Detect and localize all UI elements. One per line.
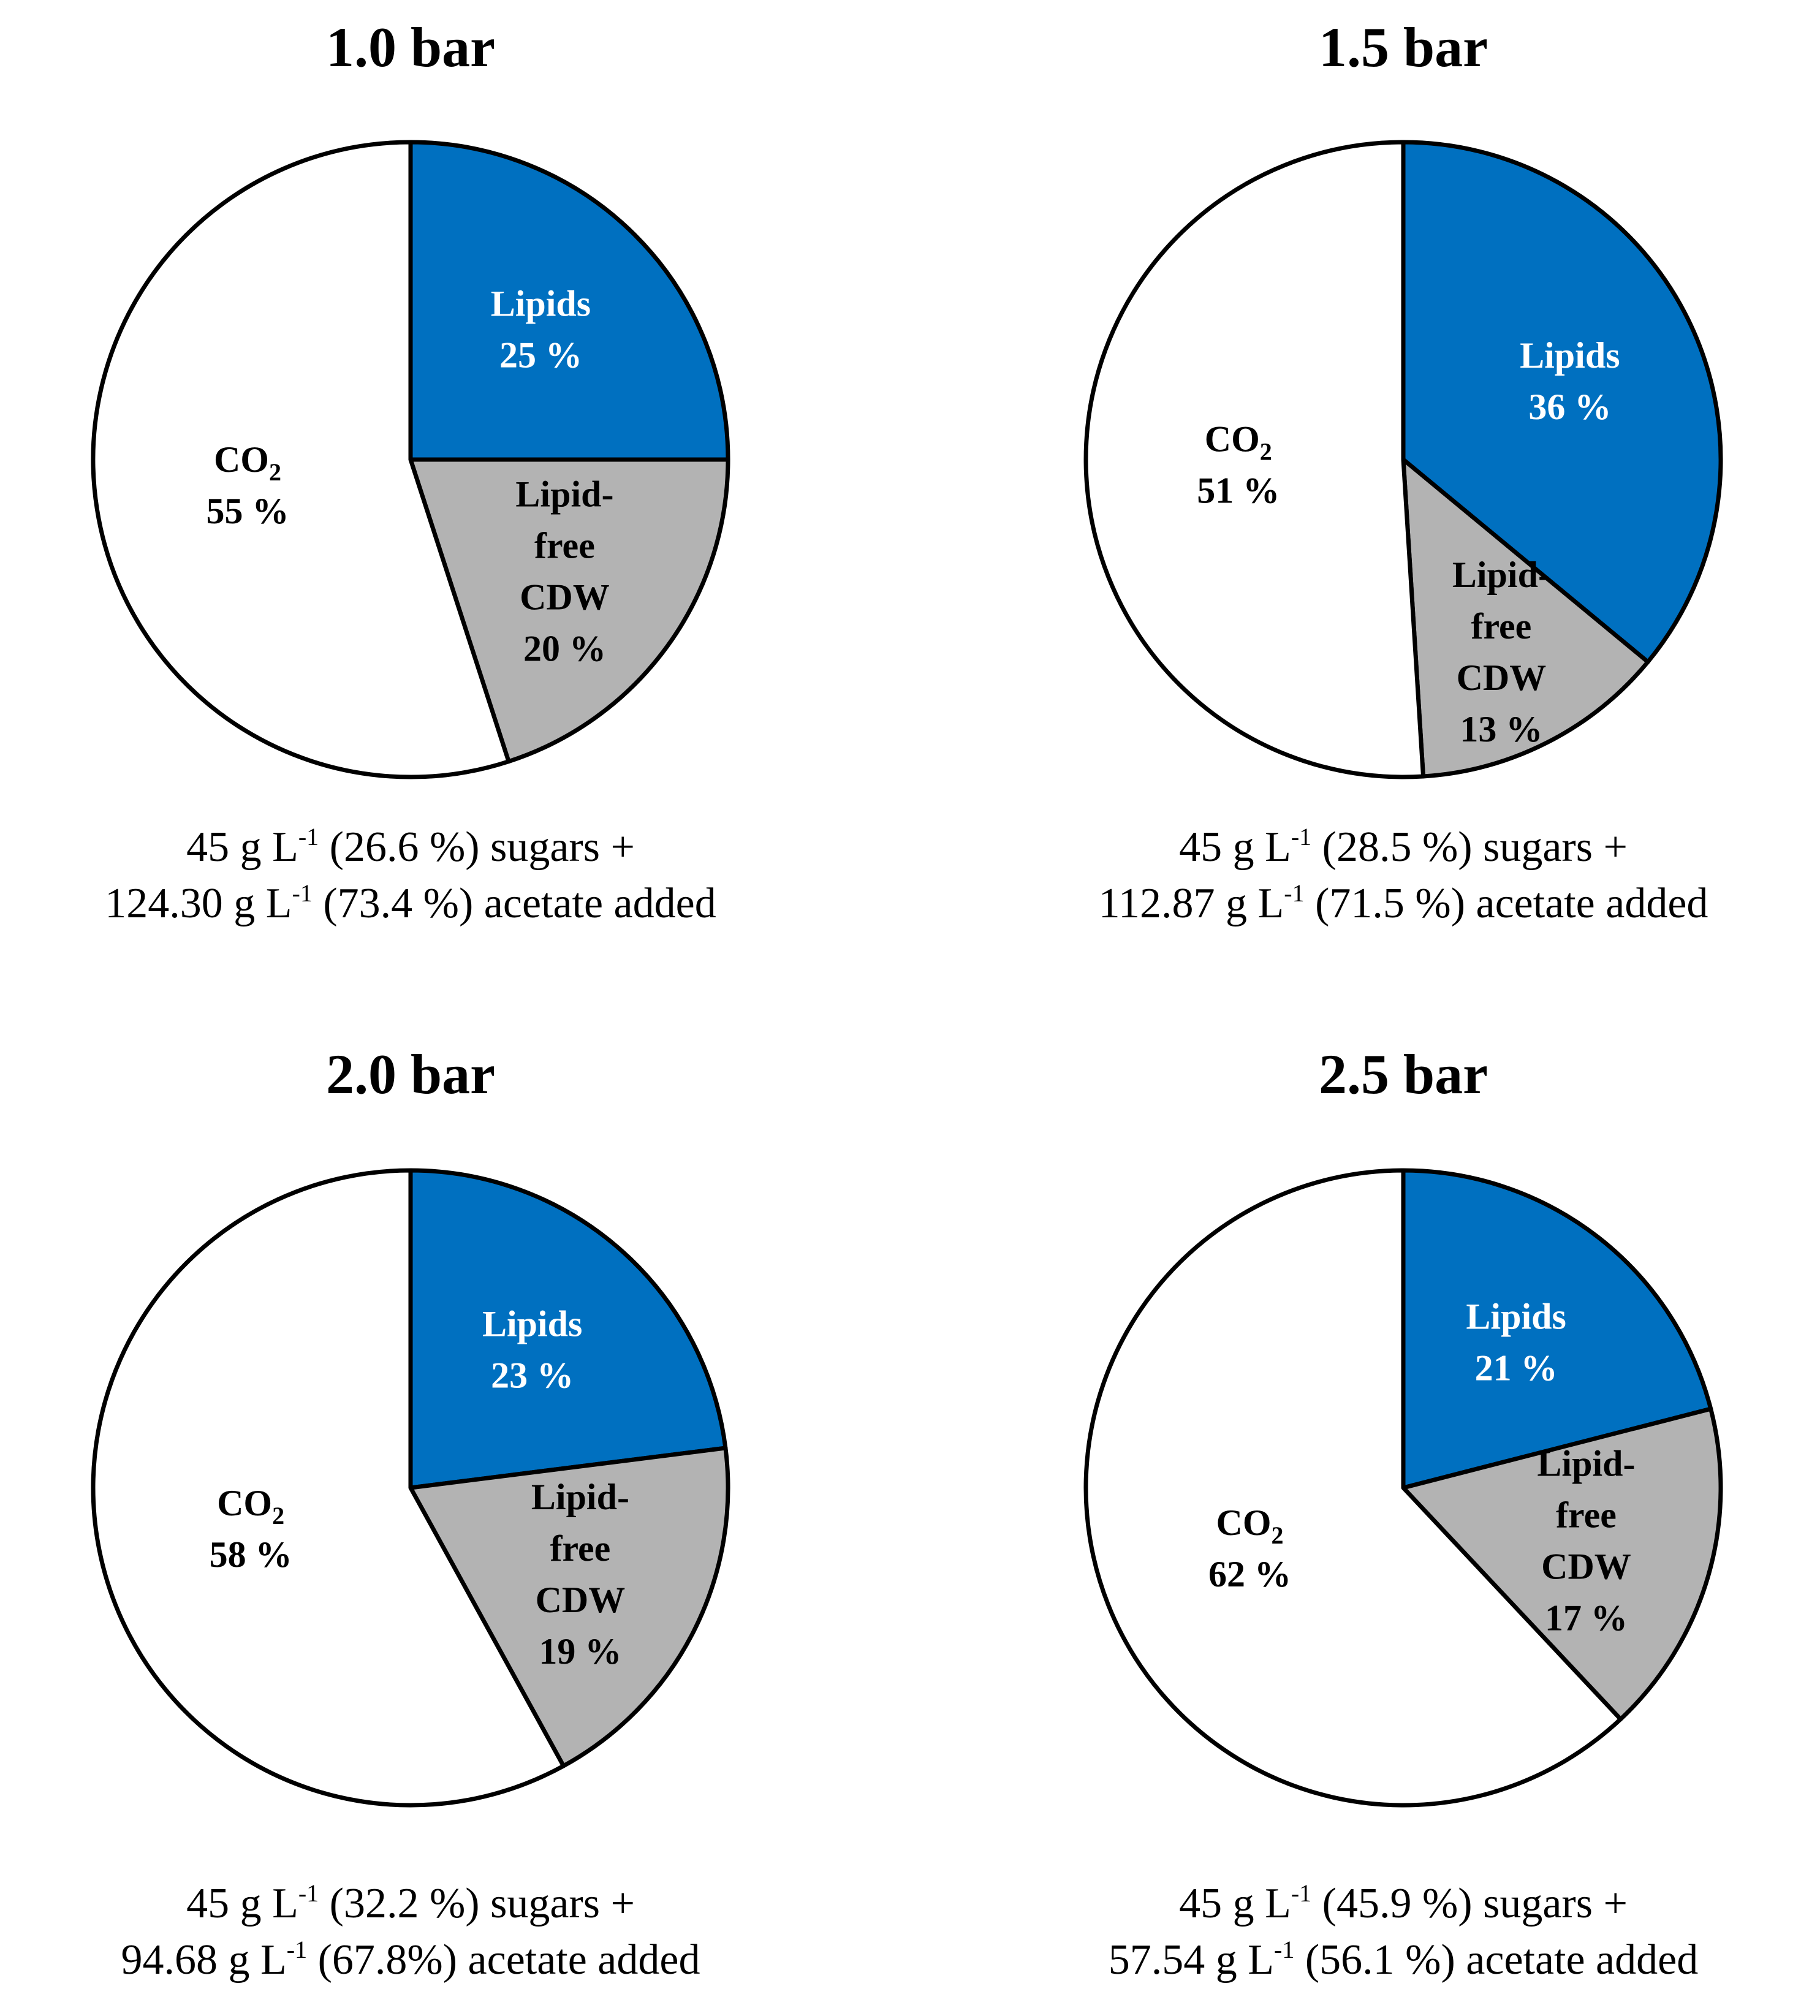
pie-slice-co2 — [91, 140, 511, 779]
pie-slice-lipids — [408, 1168, 728, 1490]
chart-caption-line-1: 45 g L-1 (32.2 %) sugars + — [186, 1879, 635, 1927]
chart-caption-line-2: 94.68 g L-1 (67.8%) acetate added — [121, 1936, 700, 1984]
slice-value-label: 23 % — [491, 1355, 574, 1396]
slice-value-label: 19 % — [539, 1631, 621, 1672]
pie-slice-lipids — [408, 140, 730, 462]
pie-slice-lipids — [1401, 1168, 1713, 1490]
slice-name: Lipid- — [531, 1477, 629, 1517]
slice-name: Lipids — [482, 1304, 582, 1344]
slice-name: CDW — [1541, 1547, 1631, 1587]
slice-name: Lipid- — [515, 474, 613, 515]
pie-panel: 1.0 bar Lipids 25 % Lipid-free CDW 20 % CO2 55 … — [91, 16, 730, 927]
slice-name: free — [1471, 606, 1532, 646]
slice-label-lipids: Lipids 36 % — [1520, 335, 1620, 427]
slice-value-label: 25 % — [499, 335, 582, 376]
pie-slice-co2 — [1083, 140, 1426, 779]
slice-label-co2: CO2 62 % — [1208, 1503, 1291, 1594]
pie-panel: 2.0 bar Lipids 23 % Lipid-free CDW 19 % CO2 58 … — [91, 1043, 730, 1984]
pie-slice-lipid-free-cdw — [408, 457, 730, 764]
slice-name: CO2 — [1205, 419, 1272, 465]
pie-slice-co2 — [91, 1168, 566, 1808]
slice-name: free — [534, 526, 595, 566]
pie-slice-lipid-free-cdw — [1401, 1406, 1723, 1722]
slice-name: Lipids — [1520, 335, 1620, 376]
slice-name: free — [1556, 1495, 1617, 1536]
slice-name: Lipid- — [1537, 1444, 1635, 1484]
chart-caption-line-2: 112.87 g L-1 (71.5 %) acetate added — [1099, 879, 1708, 927]
slice-name: CDW — [1457, 657, 1547, 698]
chart-caption-line-1: 45 g L-1 (26.6 %) sugars + — [186, 823, 635, 871]
pie-slice-lipids — [1401, 140, 1723, 664]
slice-value-label: 51 % — [1197, 470, 1280, 510]
slice-name: CO2 — [214, 439, 281, 486]
chart-caption-line-2: 57.54 g L-1 (56.1 %) acetate added — [1109, 1936, 1698, 1984]
slice-label-lipids: Lipids 23 % — [482, 1304, 582, 1396]
slice-name: CO2 — [217, 1483, 284, 1529]
chart-title: 2.0 bar — [326, 1043, 495, 1105]
slice-label-co2: CO2 58 % — [210, 1483, 292, 1575]
slice-value-label: 17 % — [1545, 1598, 1628, 1639]
slice-name: Lipids — [1466, 1297, 1566, 1337]
pie-slice-lipid-free-cdw — [408, 1446, 730, 1768]
slice-value-label: 55 % — [206, 491, 289, 531]
pie-panel: 1.5 bar Lipids 36 % Lipid-free CDW 13 % CO2 51 … — [1083, 16, 1723, 927]
slice-label-co2: CO2 55 % — [206, 439, 289, 531]
slice-value-label: 21 % — [1475, 1348, 1558, 1389]
chart-title: 2.5 bar — [1319, 1043, 1488, 1105]
chart-title: 1.0 bar — [326, 16, 495, 78]
slice-value-label: 62 % — [1208, 1554, 1291, 1594]
slice-name: Lipid- — [1452, 555, 1550, 595]
slice-value-label: 58 % — [210, 1534, 292, 1575]
pie-panel: 2.5 bar Lipids 21 % Lipid-free CDW 17 % CO2 62 … — [1083, 1043, 1723, 1984]
slice-name: Lipids — [491, 284, 591, 324]
pie-slice-co2 — [1083, 1168, 1623, 1808]
slice-label-lipid-free-cdw: Lipid-free CDW 20 % — [515, 474, 613, 669]
slice-name: CDW — [536, 1580, 626, 1620]
chart-title: 1.5 bar — [1319, 16, 1488, 78]
slice-value-label: 20 % — [523, 629, 606, 669]
slice-name: free — [550, 1528, 611, 1569]
chart-caption-line-1: 45 g L-1 (28.5 %) sugars + — [1179, 823, 1628, 871]
slice-label-lipids: Lipids 21 % — [1466, 1297, 1566, 1389]
slice-name: CDW — [520, 577, 610, 618]
slice-value-label: 13 % — [1460, 709, 1542, 749]
slice-label-lipid-free-cdw: Lipid-free CDW 17 % — [1537, 1444, 1635, 1639]
slice-label-lipid-free-cdw: Lipid-free CDW 19 % — [531, 1477, 629, 1672]
slice-label-lipids: Lipids 25 % — [491, 284, 591, 376]
slice-name: CO2 — [1216, 1503, 1284, 1549]
slice-label-co2: CO2 51 % — [1197, 419, 1280, 510]
chart-caption-line-1: 45 g L-1 (45.9 %) sugars + — [1179, 1879, 1628, 1927]
pie-slice-lipid-free-cdw — [1401, 457, 1650, 779]
slice-value-label: 36 % — [1528, 387, 1611, 427]
slice-label-lipid-free-cdw: Lipid-free CDW 13 % — [1452, 555, 1550, 749]
chart-caption-line-2: 124.30 g L-1 (73.4 %) acetate added — [105, 879, 716, 927]
